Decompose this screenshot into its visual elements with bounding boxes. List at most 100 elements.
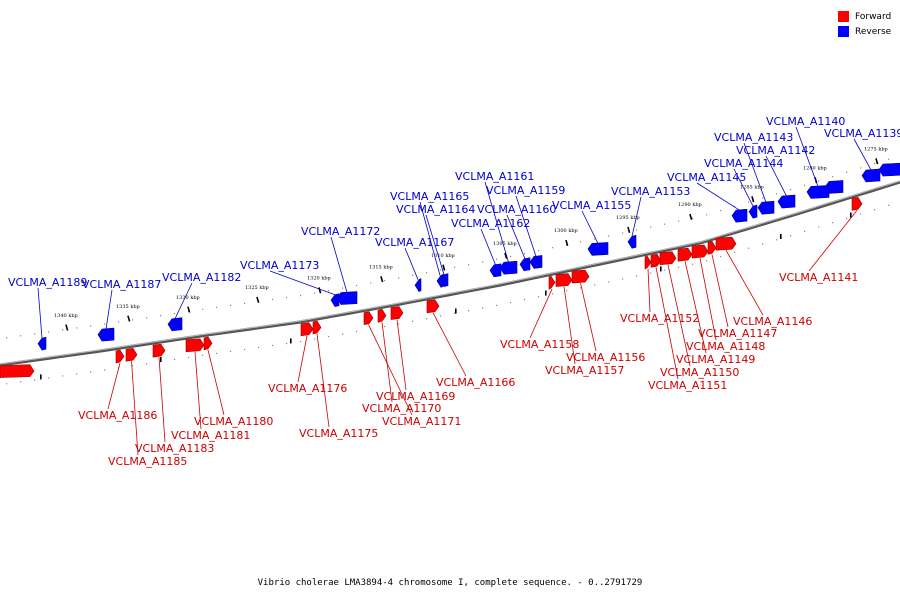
upper-rail-dot <box>538 250 540 252</box>
reverse-gene-leader <box>480 228 496 266</box>
scale-tick <box>875 158 879 165</box>
reverse-gene-leader <box>105 289 113 330</box>
reverse-gene-label: VCLMA_A1144 <box>704 157 783 170</box>
forward-gene-label: VCLMA_A1151 <box>648 379 727 392</box>
forward-gene-leader <box>684 261 707 354</box>
reverse-gene-leader <box>330 236 348 293</box>
lower-rail-dot <box>6 383 8 385</box>
reverse-gene-label: VCLMA_A1142 <box>736 144 815 157</box>
reverse-swatch <box>838 26 849 37</box>
upper-rail-dot <box>34 333 36 335</box>
scale-tick <box>380 276 384 283</box>
forward-gene-leader <box>563 286 576 365</box>
scale-tick-label: 1285 kbp <box>740 184 764 190</box>
lower-rail-dot <box>216 352 218 354</box>
upper-rail-dot <box>6 337 8 339</box>
reverse-gene <box>436 273 444 288</box>
scale-tick <box>565 239 569 247</box>
reverse-gene <box>37 336 47 351</box>
scale-tick-label: 1300 kbp <box>554 228 578 234</box>
reverse-gene <box>806 185 830 199</box>
upper-rail-dot <box>720 210 722 212</box>
reverse-gene-leader <box>581 210 599 244</box>
forward-gene-label: VCLMA_A1148 <box>686 340 765 353</box>
forward-gene <box>390 306 404 320</box>
upper-rail-dot <box>244 302 246 305</box>
lower-rail-dot <box>636 275 638 277</box>
reverse-gene-leader <box>631 196 642 237</box>
lower-rail-dot <box>664 269 666 271</box>
reverse-gene-leader <box>795 126 819 187</box>
upper-rail-dot <box>328 289 330 292</box>
forward-gene-label: VCLMA_A1183 <box>135 442 214 455</box>
upper-rail-dot <box>874 163 876 165</box>
forward-gene-label: VCLMA_A1185 <box>108 455 187 468</box>
lower-rail-dot <box>594 284 596 286</box>
legend-item-reverse: Reverse <box>838 24 891 39</box>
lower-rail-dot <box>874 209 876 211</box>
upper-rail-dot <box>524 252 526 255</box>
reverse-gene-label: VCLMA_A1160 <box>477 203 556 216</box>
forward-gene <box>548 275 556 290</box>
forward-gene-label: VCLMA_A1171 <box>382 415 461 428</box>
reverse-gene-leader <box>515 195 537 257</box>
lower-rail-dot <box>804 230 806 232</box>
reverse-gene-label: VCLMA_A1162 <box>451 217 530 230</box>
lower-rail-dot <box>62 375 64 377</box>
scale-tick <box>256 296 260 303</box>
forward-gene <box>677 247 693 262</box>
upper-rail-dot <box>48 331 50 333</box>
upper-rail-dot <box>300 295 302 297</box>
upper-rail-dot <box>692 217 694 219</box>
lower-rail-dot <box>342 333 344 335</box>
lower-rail-dot <box>552 293 554 295</box>
reverse-gene-leader <box>506 214 526 259</box>
legend-item-forward: Forward <box>838 9 891 24</box>
lower-rail-dot <box>692 263 694 265</box>
lower-rail-dot <box>566 290 568 292</box>
upper-rail-dot <box>846 171 848 173</box>
reverse-gene <box>167 317 183 332</box>
chromosome-backbone-highlight <box>0 180 900 365</box>
reverse-gene <box>748 204 758 219</box>
upper-rail-dot <box>76 327 78 329</box>
forward-gene-leader <box>529 288 553 339</box>
lower-rail-dot <box>818 226 820 228</box>
lower-rail-dot <box>286 342 288 345</box>
forward-gene-label: VCLMA_A1156 <box>566 351 645 364</box>
lower-rail-dot <box>272 344 274 347</box>
reverse-gene-label: VCLMA_A1164 <box>396 203 475 216</box>
forward-gene-leader <box>432 312 467 377</box>
forward-gene-label: VCLMA_A1181 <box>171 429 250 442</box>
strand-legend: Forward Reverse <box>838 9 891 39</box>
scale-tick <box>627 226 631 234</box>
reverse-gene-label: VCLMA_A1155 <box>552 199 631 212</box>
scale-tick-label: 1295 kbp <box>616 215 640 221</box>
reverse-gene-label: VCLMA_A1172 <box>301 225 380 238</box>
forward-gene-leader <box>368 324 413 416</box>
forward-gene-label: VCLMA_A1176 <box>268 382 347 395</box>
scale-tick <box>442 264 446 271</box>
upper-rail-dot <box>286 296 288 299</box>
upper-rail-dot <box>468 264 470 266</box>
upper-rail-dot <box>426 272 428 274</box>
forward-gene <box>571 269 590 284</box>
lower-rail-dot <box>762 243 764 245</box>
scale-tick-minor <box>40 374 42 380</box>
forward-gene <box>650 253 662 268</box>
scale-tick-label: 1340 kbp <box>54 313 78 319</box>
forward-gene-leader <box>381 322 393 403</box>
upper-rail-dot <box>146 317 148 319</box>
lower-rail-dot <box>314 338 316 340</box>
forward-gene-leader <box>699 257 717 341</box>
lower-rail-dot <box>496 304 498 306</box>
upper-rail-dot <box>174 312 176 315</box>
forward-gene-label: VCLMA_A1146 <box>733 315 812 328</box>
lower-rail-dot <box>398 323 400 325</box>
scale-tick <box>751 196 755 203</box>
reverse-gene <box>529 255 543 269</box>
reverse-gene <box>330 293 340 308</box>
lower-rail-dot <box>104 369 106 371</box>
lower-rail-dot <box>34 379 36 381</box>
